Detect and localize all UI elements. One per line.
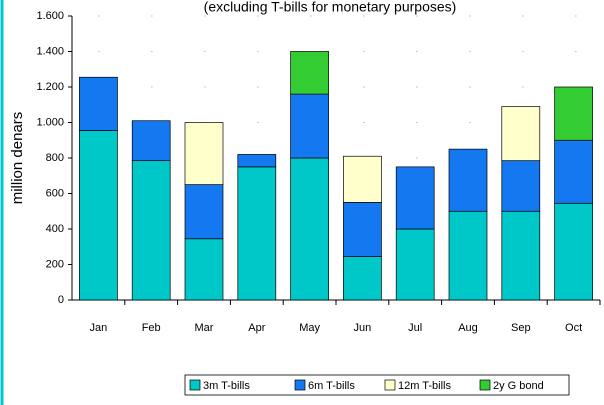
bar-segment	[343, 202, 382, 257]
bar-segment	[554, 86, 593, 141]
bar-segment	[290, 93, 329, 159]
legend-swatch	[189, 379, 201, 391]
bar-segment	[79, 130, 118, 301]
legend-label: 2y G bond	[493, 380, 544, 392]
x-tick-label: Mar	[195, 322, 214, 334]
bar-segment	[554, 139, 593, 204]
y-tick-label: 1.000	[36, 116, 64, 128]
bar-segment	[448, 148, 488, 212]
legend-label: 6m T-bills	[308, 380, 355, 392]
x-tick-label: May	[299, 322, 320, 334]
y-tick-label: 1.600	[36, 10, 64, 22]
legend-label: 3m T-bills	[203, 380, 250, 392]
y-tick-label: 200	[46, 258, 64, 270]
bar-segment	[131, 120, 171, 162]
bar-segment	[184, 122, 224, 185]
bar-segment	[501, 160, 541, 212]
bar-segment	[501, 106, 541, 162]
bar-segment	[184, 238, 224, 301]
legend-swatch	[294, 379, 306, 391]
chart-title: (excluding T-bills for monetary purposes…	[204, 0, 457, 15]
legend-box	[184, 374, 570, 396]
bar-segment	[395, 228, 435, 301]
bar-segment	[395, 166, 435, 230]
y-tick-label: 1.400	[36, 45, 64, 57]
x-tick-label: Jan	[90, 322, 108, 334]
bar-segment	[131, 160, 171, 301]
bar-segment	[343, 256, 382, 301]
y-axis-label: million denars	[9, 112, 26, 205]
x-tick-label: Apr	[248, 322, 265, 334]
bar-segment	[343, 155, 382, 203]
x-tick-label: Aug	[458, 322, 478, 334]
bar-segment	[290, 51, 329, 95]
y-tick-label: 1.200	[36, 81, 64, 93]
bar-segment	[501, 210, 541, 301]
y-tick-label: 0	[58, 294, 64, 306]
bar-segment	[237, 166, 277, 301]
x-tick-label: Sep	[511, 322, 531, 334]
x-tick-label: Jul	[408, 322, 422, 334]
bar-segment	[79, 76, 118, 131]
bar-segment	[290, 157, 329, 301]
legend-swatch	[479, 379, 491, 391]
bar-segment	[237, 154, 277, 168]
x-tick-label: Jun	[354, 322, 372, 334]
bar-segment	[448, 210, 488, 301]
y-tick-label: 800	[46, 152, 64, 164]
y-tick-label: 600	[46, 187, 64, 199]
legend-label: 12m T-bills	[398, 380, 451, 392]
bar-segment	[184, 184, 224, 240]
legend-swatch	[384, 379, 396, 391]
x-tick-label: Feb	[142, 322, 161, 334]
y-tick-label: 400	[46, 223, 64, 235]
bar-segment	[554, 202, 593, 301]
x-tick-label: Oct	[565, 322, 582, 334]
